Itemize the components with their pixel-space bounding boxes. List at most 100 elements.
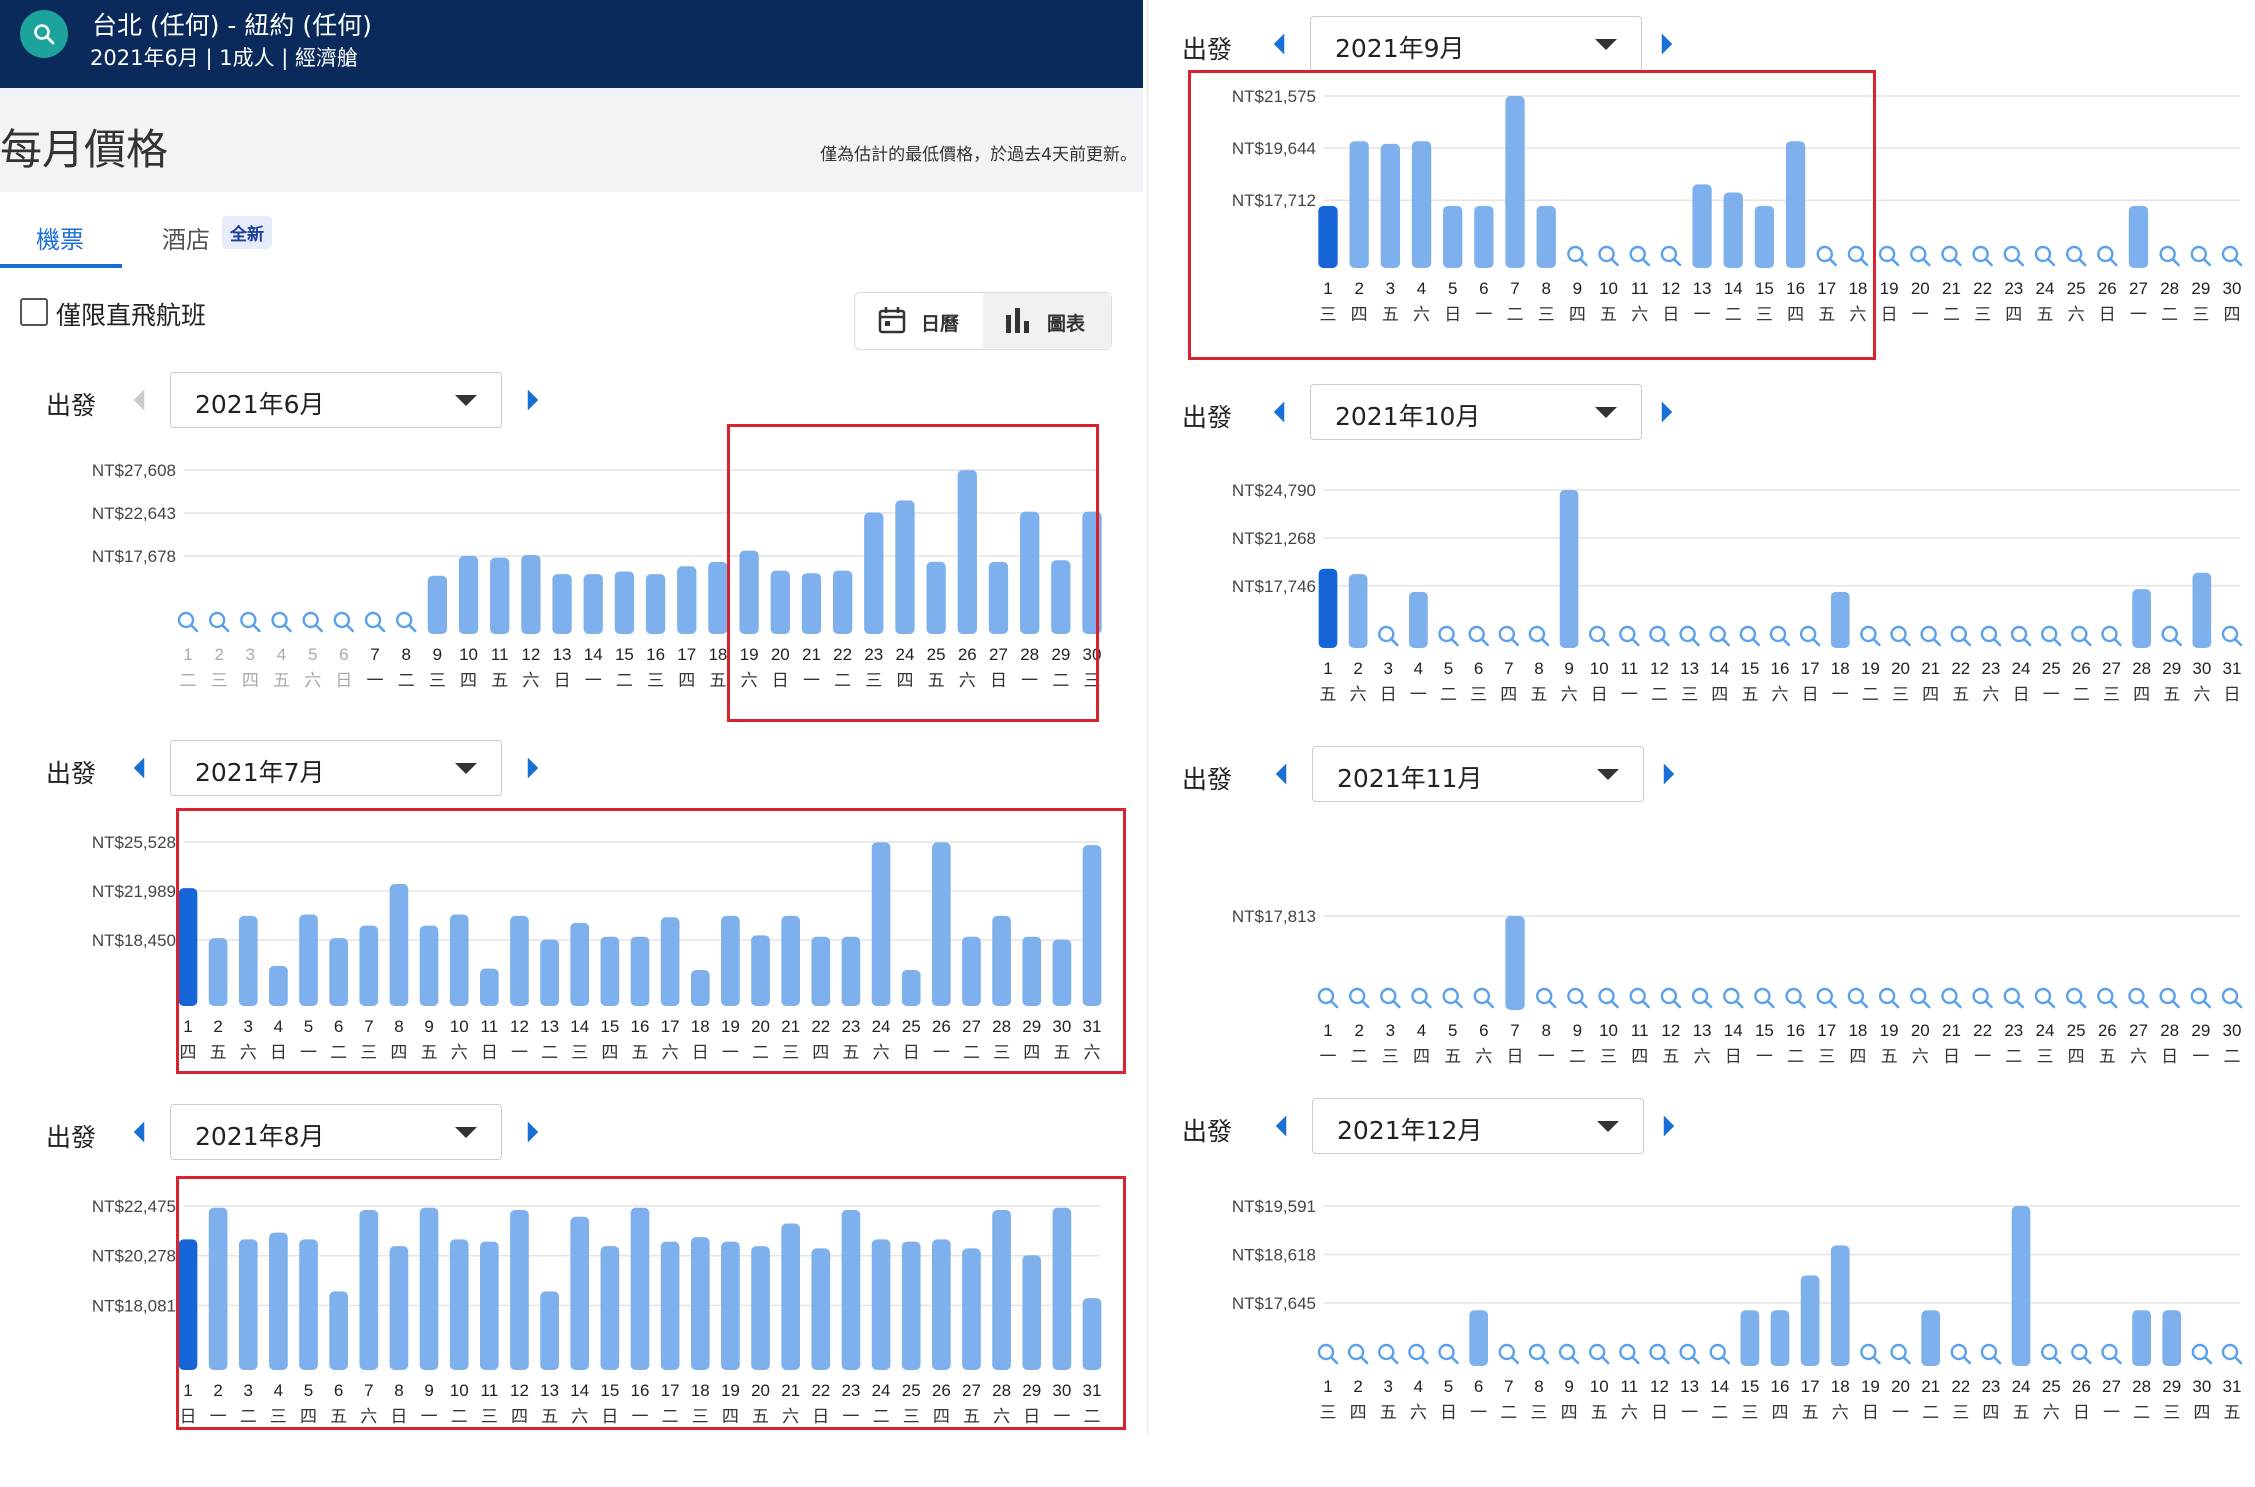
price-bar[interactable] [1409,591,1428,648]
price-bar[interactable] [1505,916,1525,1010]
month-dropdown[interactable]: 2021年9月 [1310,16,1642,72]
price-bar[interactable] [2162,1310,2182,1366]
search-date-icon[interactable] [2003,245,2025,267]
price-bar[interactable] [871,842,891,1006]
search-date-icon[interactable] [2097,245,2118,267]
tab-hotels[interactable]: 酒店 [162,226,210,254]
search-date-icon[interactable] [2065,245,2087,267]
search-date-icon[interactable] [2101,1343,2122,1365]
price-bar[interactable] [721,1241,740,1370]
search-date-icon[interactable] [1649,1343,1670,1365]
price-bar[interactable] [178,1239,198,1370]
search-date-icon[interactable] [1980,1343,2002,1365]
price-bar[interactable] [751,935,770,1006]
search-date-icon[interactable] [1941,245,1962,267]
search-date-icon[interactable] [1558,1343,1580,1365]
price-bar[interactable] [751,1246,770,1370]
price-bar[interactable] [1754,205,1775,268]
search-date-icon[interactable] [1629,987,1651,1009]
price-bar[interactable] [540,1291,559,1370]
price-bar[interactable] [1052,939,1072,1006]
search-date-icon[interactable] [2161,625,2183,647]
price-bar[interactable] [521,555,541,634]
search-date-icon[interactable] [271,611,292,633]
price-bar[interactable] [269,1232,288,1370]
price-bar[interactable] [510,1209,529,1370]
price-bar[interactable] [570,1216,590,1370]
search-date-icon[interactable] [1739,625,1761,647]
price-bar[interactable] [552,574,572,634]
search-date-icon[interactable] [1598,245,1619,267]
search-date-icon[interactable] [2221,245,2243,267]
price-bar[interactable] [510,915,529,1006]
prev-month-icon[interactable] [1274,1112,1288,1140]
search-date-icon[interactable] [1629,245,1651,267]
next-month-icon[interactable] [1662,760,1676,788]
price-bar[interactable] [962,1248,981,1370]
price-bar[interactable] [1469,1310,1489,1366]
search-date-icon[interactable] [1411,987,1432,1009]
price-bar[interactable] [238,1239,258,1370]
direct-only-checkbox[interactable] [20,298,48,326]
search-date-icon[interactable] [2221,625,2243,647]
prev-month-icon[interactable] [1274,760,1288,788]
search-date-icon[interactable] [1442,987,1463,1009]
search-date-icon[interactable] [333,611,355,633]
price-bar[interactable] [427,575,448,634]
price-bar[interactable] [871,1239,891,1370]
price-bar[interactable] [1559,490,1579,648]
price-bar[interactable] [931,842,951,1006]
price-bar[interactable] [614,571,635,634]
month-dropdown[interactable]: 2021年12月 [1312,1098,1644,1154]
next-month-icon[interactable] [1660,398,1674,426]
search-date-icon[interactable] [1567,987,1588,1009]
price-bar[interactable] [630,936,650,1006]
price-bar[interactable] [389,884,409,1006]
price-bar[interactable] [988,561,1009,634]
price-bar[interactable] [1800,1275,1820,1366]
price-bar[interactable] [660,917,680,1006]
price-bar[interactable] [299,1239,318,1370]
price-bar[interactable] [208,938,228,1006]
price-bar[interactable] [1019,511,1040,634]
search-date-icon[interactable] [1679,625,1700,647]
price-bar[interactable] [801,573,822,634]
price-bar[interactable] [600,936,620,1006]
search-date-icon[interactable] [1317,1343,1339,1365]
next-month-icon[interactable] [526,754,540,782]
search-date-icon[interactable] [1378,1343,1399,1365]
search-date-icon[interactable] [1941,987,1962,1009]
search-date-icon[interactable] [1860,625,1881,647]
price-bar[interactable] [957,470,977,634]
price-bar[interactable] [690,1237,710,1370]
search-date-icon[interactable] [1528,1343,1550,1365]
price-bar[interactable] [630,1207,650,1370]
search-date-icon[interactable] [2071,625,2092,647]
search-date-icon[interactable] [2159,987,2180,1009]
search-date-icon[interactable] [2010,625,2032,647]
search-date-icon[interactable] [1408,1343,1429,1365]
price-bar[interactable] [770,570,790,634]
price-bar[interactable] [2011,1206,2031,1366]
price-bar[interactable] [2192,572,2212,648]
search-date-icon[interactable] [2190,987,2212,1009]
price-bar[interactable] [178,888,198,1006]
month-dropdown[interactable]: 2021年11月 [1312,746,1644,802]
price-bar[interactable] [1474,205,1494,268]
price-bar[interactable] [359,925,379,1006]
price-bar[interactable] [570,922,590,1006]
search-date-icon[interactable] [1567,245,1588,267]
next-month-icon[interactable] [1660,30,1674,58]
search-date-icon[interactable] [1847,987,1869,1009]
search-date-icon[interactable] [1972,987,1993,1009]
price-bar[interactable] [1740,1310,1760,1366]
search-date-icon[interactable] [1950,1343,1972,1365]
price-bar[interactable] [992,915,1011,1006]
price-bar[interactable] [1318,568,1338,648]
price-bar[interactable] [1921,1310,1941,1366]
search-date-icon[interactable] [1598,987,1619,1009]
search-date-icon[interactable] [1619,1343,1640,1365]
search-date-icon[interactable] [2190,245,2212,267]
price-bar[interactable] [677,566,697,634]
price-bar[interactable] [1785,141,1806,268]
